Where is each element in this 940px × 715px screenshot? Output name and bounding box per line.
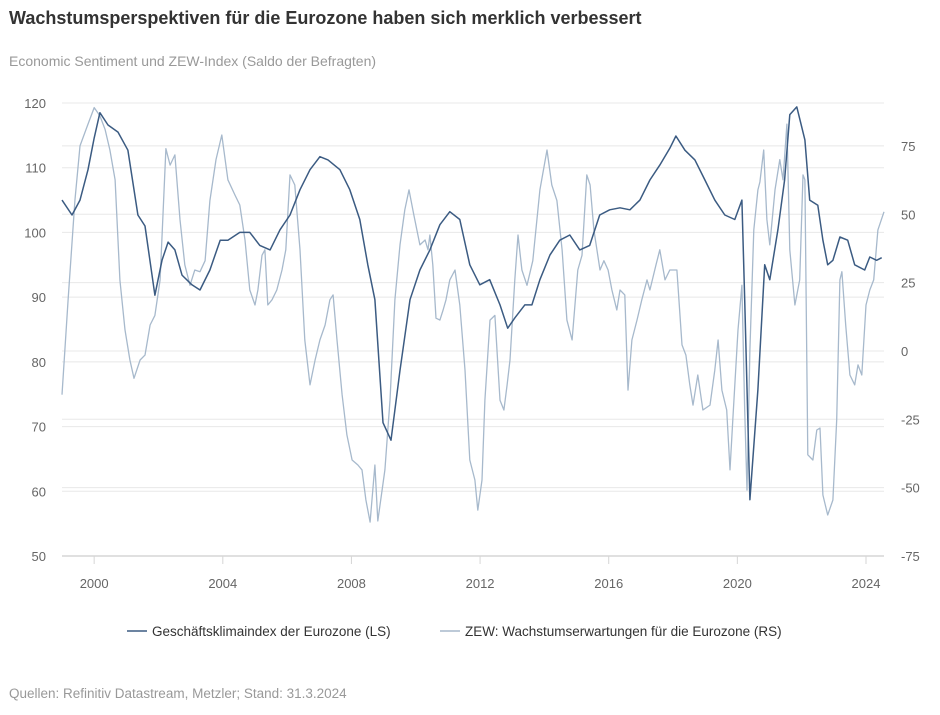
y-right-tick-label: 0 xyxy=(901,344,908,359)
y-right-tick-label: 25 xyxy=(901,276,915,291)
y-right-tick-label: -50 xyxy=(901,481,920,496)
x-tick-label: 2024 xyxy=(852,576,881,591)
legend-label-geschaeftsklima: Geschäftsklimaindex der Eurozone (LS) xyxy=(152,624,391,639)
y-left-tick-label: 70 xyxy=(32,420,46,435)
y-left-tick-label: 50 xyxy=(32,549,46,564)
y-left-tick-label: 90 xyxy=(32,290,46,305)
x-tick-label: 2000 xyxy=(80,576,109,591)
axes: 50 60 70 80 90 100 110 120 -75 -50 -25 0 25 50 75 2000 2… xyxy=(24,96,920,591)
y-right-tick-label: 50 xyxy=(901,207,915,222)
series-line-geschaeftsklima xyxy=(61,106,883,501)
y-right-tick-label: -75 xyxy=(901,549,920,564)
x-tick-label: 2012 xyxy=(466,576,495,591)
series-lines xyxy=(61,106,885,523)
x-tick-label: 2020 xyxy=(723,576,752,591)
source-note: Quellen: Refinitiv Datastream, Metzler; … xyxy=(9,686,347,701)
x-tick-label: 2008 xyxy=(337,576,366,591)
y-left-tick-label: 80 xyxy=(32,355,46,370)
chart-subtitle: Economic Sentiment und ZEW-Index (Saldo … xyxy=(9,53,377,69)
legend-label-zew: ZEW: Wachstumserwartungen für die Eurozo… xyxy=(465,624,782,639)
series-line-zew xyxy=(61,106,885,523)
chart-title: Wachstumsperspektiven für die Eurozone h… xyxy=(9,8,642,28)
legend: Geschäftsklimaindex der Eurozone (LS) ZE… xyxy=(127,624,782,639)
y-left-tick-label: 120 xyxy=(24,96,46,111)
gridlines xyxy=(62,102,884,557)
y-left-tick-label: 60 xyxy=(32,484,46,499)
x-tick-label: 2004 xyxy=(208,576,237,591)
y-right-tick-label: -25 xyxy=(901,412,920,427)
x-tick-label: 2016 xyxy=(594,576,623,591)
y-left-tick-label: 110 xyxy=(25,161,46,176)
y-left-tick-label: 100 xyxy=(24,225,46,240)
y-right-tick-label: 75 xyxy=(901,139,915,154)
